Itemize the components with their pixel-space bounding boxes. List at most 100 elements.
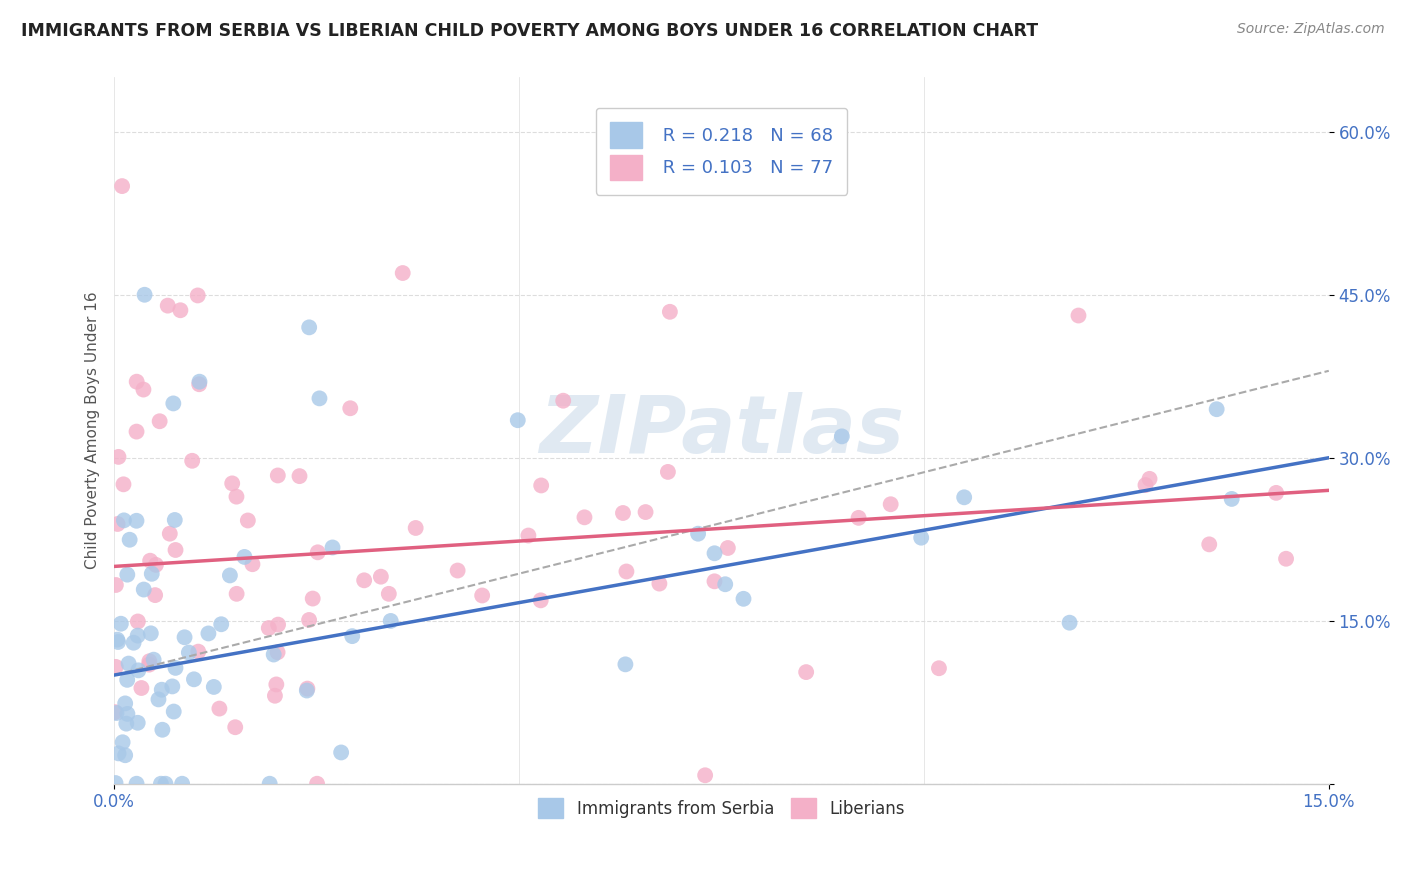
Point — [267, 617, 290, 632]
Point — [353, 574, 375, 588]
Point — [266, 677, 288, 691]
Point — [308, 392, 330, 406]
Point — [150, 682, 173, 697]
Point — [112, 477, 135, 491]
Point — [107, 747, 129, 761]
Point — [257, 621, 280, 635]
Point — [162, 396, 184, 410]
Point — [1059, 615, 1081, 630]
Point — [1220, 491, 1243, 506]
Point — [1198, 537, 1220, 551]
Point — [165, 543, 187, 558]
Point — [155, 777, 177, 791]
Text: Source: ZipAtlas.com: Source: ZipAtlas.com — [1237, 22, 1385, 37]
Point — [1135, 478, 1157, 492]
Point — [107, 635, 129, 649]
Point — [149, 777, 172, 791]
Point — [219, 568, 242, 582]
Point — [107, 450, 129, 464]
Point — [297, 681, 319, 696]
Point — [658, 305, 681, 319]
Point — [117, 657, 139, 671]
Point — [145, 558, 167, 572]
Point — [104, 776, 127, 790]
Point — [288, 469, 311, 483]
Point — [156, 299, 179, 313]
Point — [139, 554, 162, 568]
Point — [1139, 472, 1161, 486]
Point — [405, 521, 427, 535]
Point — [138, 657, 160, 672]
Point — [110, 616, 132, 631]
Point — [506, 413, 529, 427]
Point — [188, 377, 211, 392]
Point — [225, 587, 247, 601]
Point — [339, 401, 361, 416]
Point — [127, 615, 149, 629]
Point — [127, 715, 149, 730]
Point — [127, 629, 149, 643]
Legend: Immigrants from Serbia, Liberians: Immigrants from Serbia, Liberians — [531, 791, 911, 825]
Point — [657, 465, 679, 479]
Text: ZIPatlas: ZIPatlas — [538, 392, 904, 469]
Point — [391, 266, 413, 280]
Point — [149, 414, 172, 428]
Point — [111, 735, 134, 749]
Point — [202, 680, 225, 694]
Point — [330, 746, 353, 760]
Point — [446, 564, 468, 578]
Point — [1275, 551, 1298, 566]
Point — [197, 626, 219, 640]
Point — [648, 576, 671, 591]
Point — [307, 545, 329, 559]
Point — [259, 777, 281, 791]
Point — [114, 748, 136, 763]
Point — [733, 591, 755, 606]
Y-axis label: Child Poverty Among Boys Under 16: Child Poverty Among Boys Under 16 — [86, 292, 100, 569]
Point — [187, 645, 209, 659]
Point — [831, 429, 853, 443]
Point — [688, 526, 710, 541]
Point — [131, 681, 153, 695]
Point — [242, 558, 264, 572]
Point — [139, 626, 162, 640]
Point — [848, 511, 870, 525]
Point — [616, 565, 638, 579]
Point — [553, 393, 575, 408]
Point — [307, 777, 329, 791]
Point — [717, 541, 740, 555]
Point — [125, 375, 148, 389]
Point — [794, 665, 817, 679]
Point — [150, 723, 173, 737]
Point — [879, 497, 901, 511]
Point — [105, 632, 128, 647]
Point — [612, 506, 634, 520]
Point — [263, 648, 285, 662]
Point — [173, 630, 195, 644]
Point — [181, 454, 204, 468]
Point — [127, 664, 149, 678]
Point — [574, 510, 596, 524]
Point — [162, 680, 184, 694]
Point — [104, 705, 127, 719]
Point — [342, 629, 364, 643]
Point — [298, 320, 321, 334]
Point — [266, 645, 288, 659]
Point — [132, 383, 155, 397]
Point — [380, 614, 402, 628]
Point — [148, 692, 170, 706]
Point — [117, 706, 139, 721]
Point — [177, 646, 200, 660]
Point — [125, 514, 148, 528]
Point — [138, 654, 160, 668]
Point — [159, 526, 181, 541]
Point — [695, 768, 717, 782]
Point — [1205, 402, 1227, 417]
Point — [267, 468, 290, 483]
Point — [1067, 309, 1090, 323]
Point — [209, 617, 232, 632]
Point — [928, 661, 950, 675]
Point — [225, 490, 247, 504]
Point — [114, 697, 136, 711]
Point — [714, 577, 737, 591]
